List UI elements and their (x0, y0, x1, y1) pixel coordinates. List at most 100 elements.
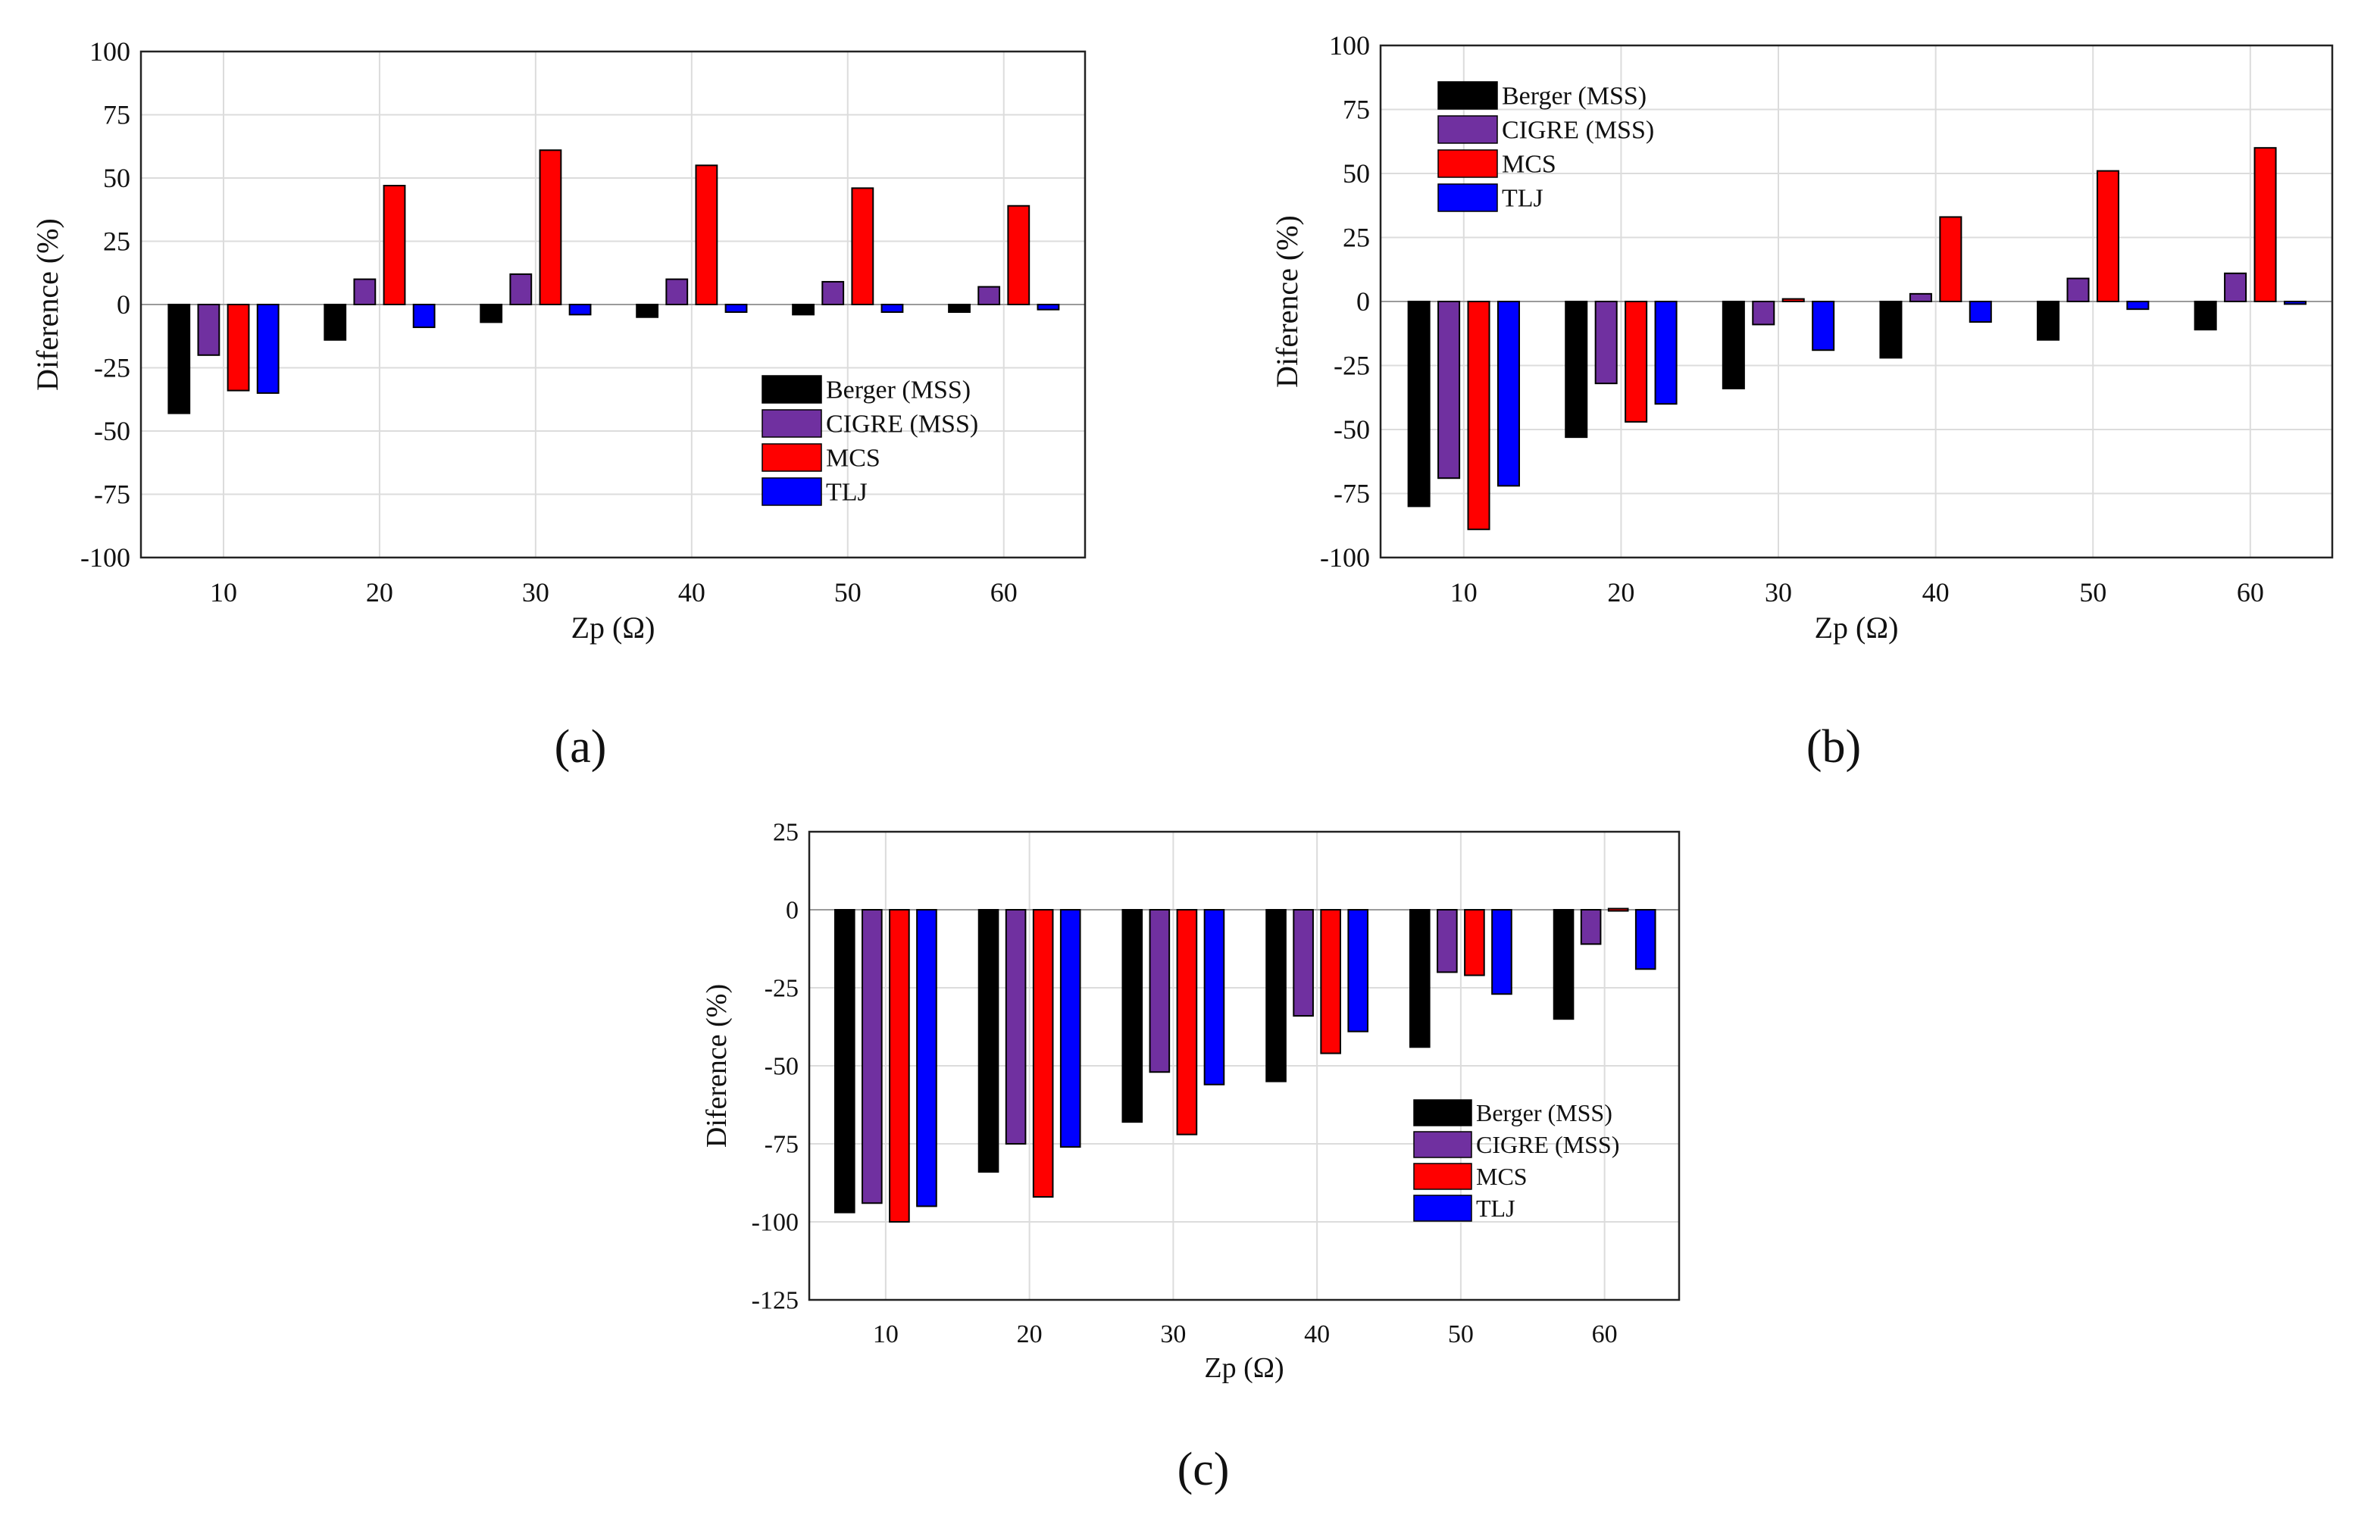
x-tick-label: 50 (834, 577, 862, 608)
bar-berger (167, 304, 191, 414)
y-tick-label: -75 (94, 479, 130, 510)
bar-berger (948, 304, 971, 314)
bar-tlj (1496, 301, 1520, 487)
axes-frame (1379, 44, 2334, 559)
y-tick-label: 0 (1356, 286, 1370, 317)
bar-berger (833, 909, 855, 1214)
y-tick-label: -100 (752, 1209, 799, 1237)
bar-cigre (1437, 301, 1461, 479)
legend-label: TLJ (826, 479, 868, 507)
bar-mcs (2253, 147, 2277, 302)
bar-cigre (1752, 301, 1775, 326)
bar-mcs (1176, 909, 1198, 1135)
y-tick-label: -50 (1334, 414, 1370, 445)
legend-swatch (1413, 1163, 1472, 1190)
bar-tlj (1037, 304, 1060, 311)
bar-cigre (509, 273, 533, 306)
bar-mcs (1464, 909, 1485, 976)
legend-label: TLJ (1476, 1195, 1515, 1222)
y-tick-label: -100 (1320, 542, 1370, 573)
x-tick-label: 40 (1304, 1320, 1330, 1348)
bar-tlj (256, 304, 280, 394)
bar-tlj (1347, 909, 1369, 1032)
bar-cigre (2224, 272, 2247, 303)
bar-tlj (1812, 301, 1835, 351)
bar-mcs (1007, 205, 1030, 305)
bar-berger (1121, 909, 1143, 1123)
bar-tlj (1203, 909, 1225, 1085)
bar-cigre (1580, 909, 1602, 945)
bar-mcs (695, 164, 718, 305)
x-tick-label: 40 (678, 577, 705, 608)
bar-berger (636, 304, 659, 318)
bar-tlj (2126, 301, 2150, 311)
x-tick-label: 40 (1922, 577, 1950, 608)
bar-berger (1722, 301, 1745, 389)
y-tick-label: 50 (103, 163, 130, 193)
legend-label: CIGRE (MSS) (1476, 1131, 1619, 1158)
bar-berger (1553, 909, 1575, 1020)
bar-berger (1409, 909, 1431, 1048)
bar-cigre (1005, 909, 1027, 1145)
x-tick-label: 20 (1607, 577, 1634, 608)
bar-mcs (1032, 909, 1054, 1198)
bar-mcs (1607, 907, 1629, 912)
legend-swatch (1437, 183, 1498, 212)
bar-mcs (851, 187, 874, 305)
x-tick-label: 60 (1592, 1320, 1618, 1348)
x-axis-label: Zp (Ω) (571, 611, 655, 645)
bar-berger (792, 304, 815, 316)
bar-mcs (227, 304, 250, 392)
legend-label: MCS (1476, 1163, 1528, 1190)
bar-cigre (665, 278, 689, 306)
chart-panel-a: 100 75 50 25 0 -25 -50 -75 -100 10 20 30 40 50 60 Zp (Ω… (30, 36, 1087, 773)
y-tick-label: 50 (1343, 158, 1370, 189)
axes-frame (139, 50, 1087, 559)
y-tick-label: 75 (1343, 95, 1370, 125)
legend-label: Berger (MSS) (826, 376, 971, 405)
bar-cigre (862, 909, 883, 1204)
bar-tlj (1491, 909, 1512, 995)
bar-mcs (1781, 298, 1805, 302)
bar-cigre (2066, 277, 2090, 302)
y-tick-label: -25 (1334, 351, 1370, 381)
chart-panel-b: 100 75 50 25 0 -25 -50 -75 -100 10 20 30 40 50 60 Zp (Ω… (1270, 30, 2334, 773)
y-tick-label: 25 (1343, 223, 1370, 253)
bar-berger (480, 304, 503, 323)
bar-tlj (1654, 301, 1678, 405)
x-tick-label: 10 (1450, 577, 1478, 608)
bar-tlj (916, 909, 937, 1207)
legend-label: Berger (MSS) (1476, 1099, 1612, 1126)
bar-mcs (539, 149, 562, 305)
bar-tlj (724, 304, 748, 314)
y-axis-label: Diference (%) (30, 218, 64, 391)
y-tick-label: 100 (89, 36, 130, 67)
x-tick-label: 10 (210, 577, 237, 608)
bar-berger (1265, 909, 1287, 1082)
bar-berger (1407, 301, 1431, 508)
legend-label: CIGRE (MSS) (826, 411, 978, 439)
x-tick-label: 60 (990, 577, 1018, 608)
y-tick-label: -25 (94, 353, 130, 383)
y-tick-label: 25 (773, 819, 799, 847)
legend-label: MCS (826, 445, 880, 473)
legend-swatch (1413, 1195, 1472, 1222)
legend-swatch (1437, 81, 1498, 110)
bar-mcs (1467, 301, 1490, 530)
x-tick-label: 30 (1765, 577, 1792, 608)
panel-label: (c) (1177, 1444, 1230, 1495)
legend-label: CIGRE (MSS) (1502, 117, 1654, 145)
bar-mcs (1939, 216, 1962, 302)
bar-cigre (1909, 292, 1932, 302)
legend-swatch (762, 477, 822, 506)
y-axis-label: Diference (%) (701, 984, 733, 1148)
bar-mcs (1625, 301, 1648, 423)
y-tick-label: -75 (1334, 479, 1370, 509)
bar-tlj (2283, 301, 2307, 305)
bar-tlj (1634, 909, 1656, 970)
bar-tlj (568, 304, 592, 316)
x-tick-label: 50 (2079, 577, 2106, 608)
x-tick-label: 30 (1160, 1320, 1186, 1348)
bar-mcs (2096, 170, 2119, 302)
y-tick-label: 0 (117, 289, 130, 320)
